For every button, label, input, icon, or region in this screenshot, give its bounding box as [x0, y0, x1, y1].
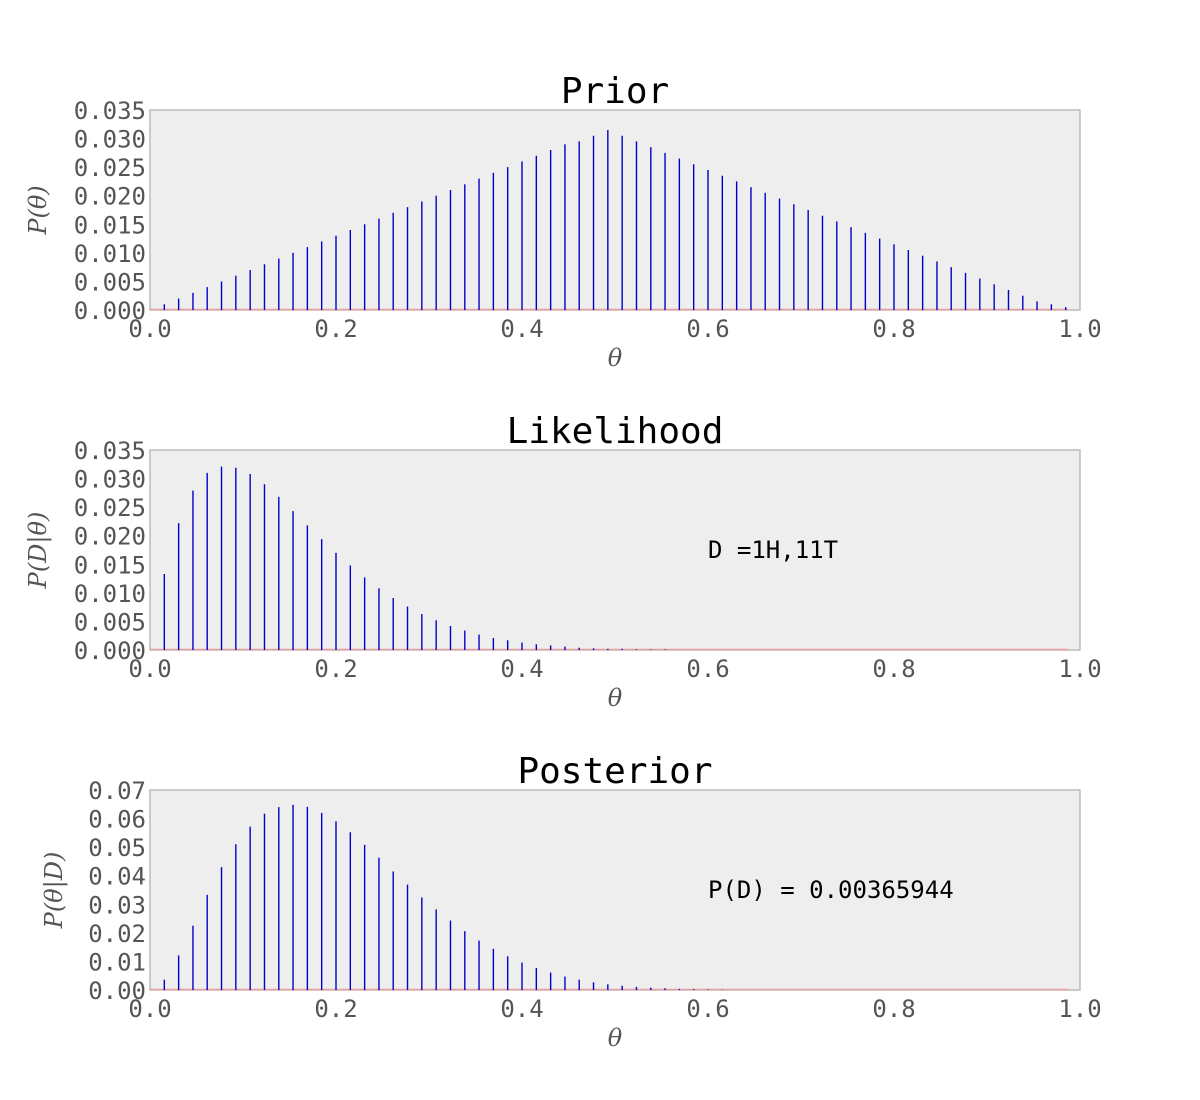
y-tick-label: 0.07 [88, 777, 146, 805]
x-tick-label: 0.0 [128, 315, 171, 343]
y-tick-label: 0.06 [88, 806, 146, 834]
y-tick-label: 0.000 [74, 637, 146, 665]
x-tick-label: 1.0 [1058, 995, 1101, 1023]
plot-area [149, 789, 1081, 991]
y-axis-label: P(D|θ) [24, 512, 53, 590]
y-tick-label: 0.015 [74, 551, 146, 579]
x-tick-label: 0.0 [128, 995, 171, 1023]
y-tick-label: 0.000 [74, 297, 146, 325]
y-tick-label: 0.005 [74, 268, 146, 296]
chart-title: Prior [561, 71, 669, 112]
plot-area [149, 449, 1081, 651]
y-tick-label: 0.04 [88, 863, 146, 891]
y-tick-label: 0.010 [74, 580, 146, 608]
annotation-text: P(D) = 0.00365944 [708, 876, 954, 904]
y-tick-label: 0.00 [88, 977, 146, 1005]
y-tick-label: 0.02 [88, 920, 146, 948]
y-tick-label: 0.035 [74, 97, 146, 125]
annotation-text: D =1H,11T [708, 536, 838, 564]
y-tick-label: 0.020 [74, 183, 146, 211]
x-tick-label: 0.6 [686, 995, 729, 1023]
x-tick-label: 0.4 [500, 995, 543, 1023]
x-tick-label: 1.0 [1058, 655, 1101, 683]
x-tick-label: 0.8 [872, 995, 915, 1023]
x-tick-label: 0.6 [686, 315, 729, 343]
y-tick-label: 0.025 [74, 494, 146, 522]
x-tick-label: 0.6 [686, 655, 729, 683]
x-tick-label: 0.0 [128, 655, 171, 683]
y-tick-label: 0.010 [74, 240, 146, 268]
x-tick-label: 0.8 [872, 315, 915, 343]
y-tick-label: 0.030 [74, 126, 146, 154]
plot-area [149, 109, 1081, 311]
y-axis-label: P(θ|D) [40, 852, 69, 930]
y-tick-label: 0.035 [74, 437, 146, 465]
y-axis-label: P(θ) [24, 185, 52, 235]
y-tick-label: 0.025 [74, 154, 146, 182]
y-tick-label: 0.01 [88, 948, 146, 976]
x-tick-label: 0.2 [314, 655, 357, 683]
chart-title: Posterior [517, 751, 712, 792]
x-tick-label: 0.4 [500, 655, 543, 683]
y-tick-label: 0.020 [74, 523, 146, 551]
x-axis-label: θ [608, 684, 623, 712]
x-tick-label: 0.8 [872, 655, 915, 683]
y-tick-label: 0.015 [74, 211, 146, 239]
y-tick-label: 0.030 [74, 466, 146, 494]
y-tick-label: 0.05 [88, 834, 146, 862]
x-axis-label: θ [608, 344, 623, 372]
x-axis-label: θ [608, 1024, 623, 1052]
x-tick-label: 1.0 [1058, 315, 1101, 343]
x-tick-label: 0.2 [314, 995, 357, 1023]
x-tick-label: 0.2 [314, 315, 357, 343]
y-tick-label: 0.005 [74, 608, 146, 636]
x-tick-label: 0.4 [500, 315, 543, 343]
y-tick-label: 0.03 [88, 891, 146, 919]
chart-title: Likelihood [507, 411, 724, 452]
